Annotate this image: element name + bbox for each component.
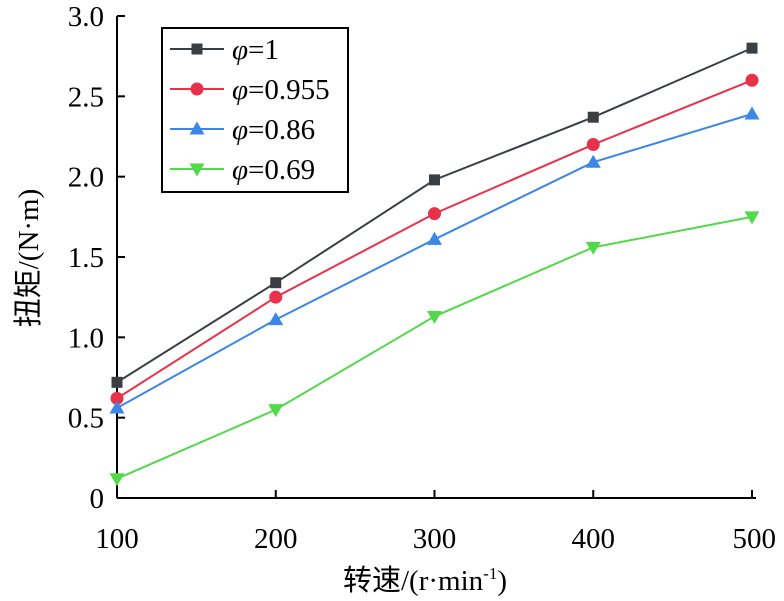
legend-marker-2 <box>189 121 205 135</box>
y-tick-label: 2.0 <box>68 162 104 194</box>
legend-label-2: φ=0.86 <box>232 114 315 146</box>
data-point-1-2 <box>428 207 441 221</box>
data-point-0-4 <box>746 42 758 54</box>
x-tick-label: 300 <box>413 523 457 555</box>
data-point-0-2 <box>429 174 440 186</box>
x-tick-label: 100 <box>95 523 139 555</box>
data-point-0-1 <box>270 277 282 289</box>
legend-label-1: φ=0.955 <box>232 74 330 106</box>
data-point-2-0 <box>109 400 125 414</box>
legend: φ=1 φ=0.955 φ=0.86 φ=0.69 <box>161 27 349 193</box>
data-point-1-1 <box>269 290 283 304</box>
x-tick-label: 400 <box>572 523 616 555</box>
legend-label-0: φ=1 <box>232 34 279 66</box>
legend-marker-3 <box>189 163 205 177</box>
data-point-2-3 <box>585 154 601 168</box>
x-tick-label: 500 <box>733 523 777 555</box>
y-tick-label: 3.0 <box>68 1 104 33</box>
y-tick-label: 0 <box>90 483 105 515</box>
x-axis-title: 转速/(r·min-1) <box>343 564 507 597</box>
data-point-1-3 <box>586 138 600 152</box>
y-tick-label: 0.5 <box>68 403 104 435</box>
y-tick-label: 1.0 <box>68 322 104 354</box>
data-point-3-1 <box>268 404 284 418</box>
data-point-2-1 <box>268 312 284 326</box>
data-point-2-2 <box>427 231 442 245</box>
legend-marker-0 <box>191 43 203 55</box>
series-line-3 <box>116 215 753 480</box>
x-tick-label: 200 <box>254 523 298 555</box>
y-axis-title: 扭矩/(N·m) <box>12 189 45 328</box>
data-point-3-3 <box>585 241 601 255</box>
axis-ticks: 0 0.5 1.0 1.5 2.0 2.5 3.0 100 200 300 400 500 <box>68 1 776 555</box>
legend-label-3: φ=0.69 <box>232 154 315 186</box>
data-point-0-0 <box>111 376 123 388</box>
data-point-2-4 <box>744 106 760 120</box>
legend-marker-1 <box>190 82 204 96</box>
y-tick-label: 1.5 <box>68 242 104 274</box>
data-point-0-3 <box>587 111 599 123</box>
data-point-3-2 <box>427 310 442 324</box>
data-point-1-4 <box>745 73 759 87</box>
series-markers <box>109 42 760 487</box>
data-point-3-0 <box>109 473 125 487</box>
data-point-1-0 <box>110 391 124 405</box>
data-point-3-4 <box>744 211 760 225</box>
y-tick-label: 2.5 <box>68 81 104 113</box>
